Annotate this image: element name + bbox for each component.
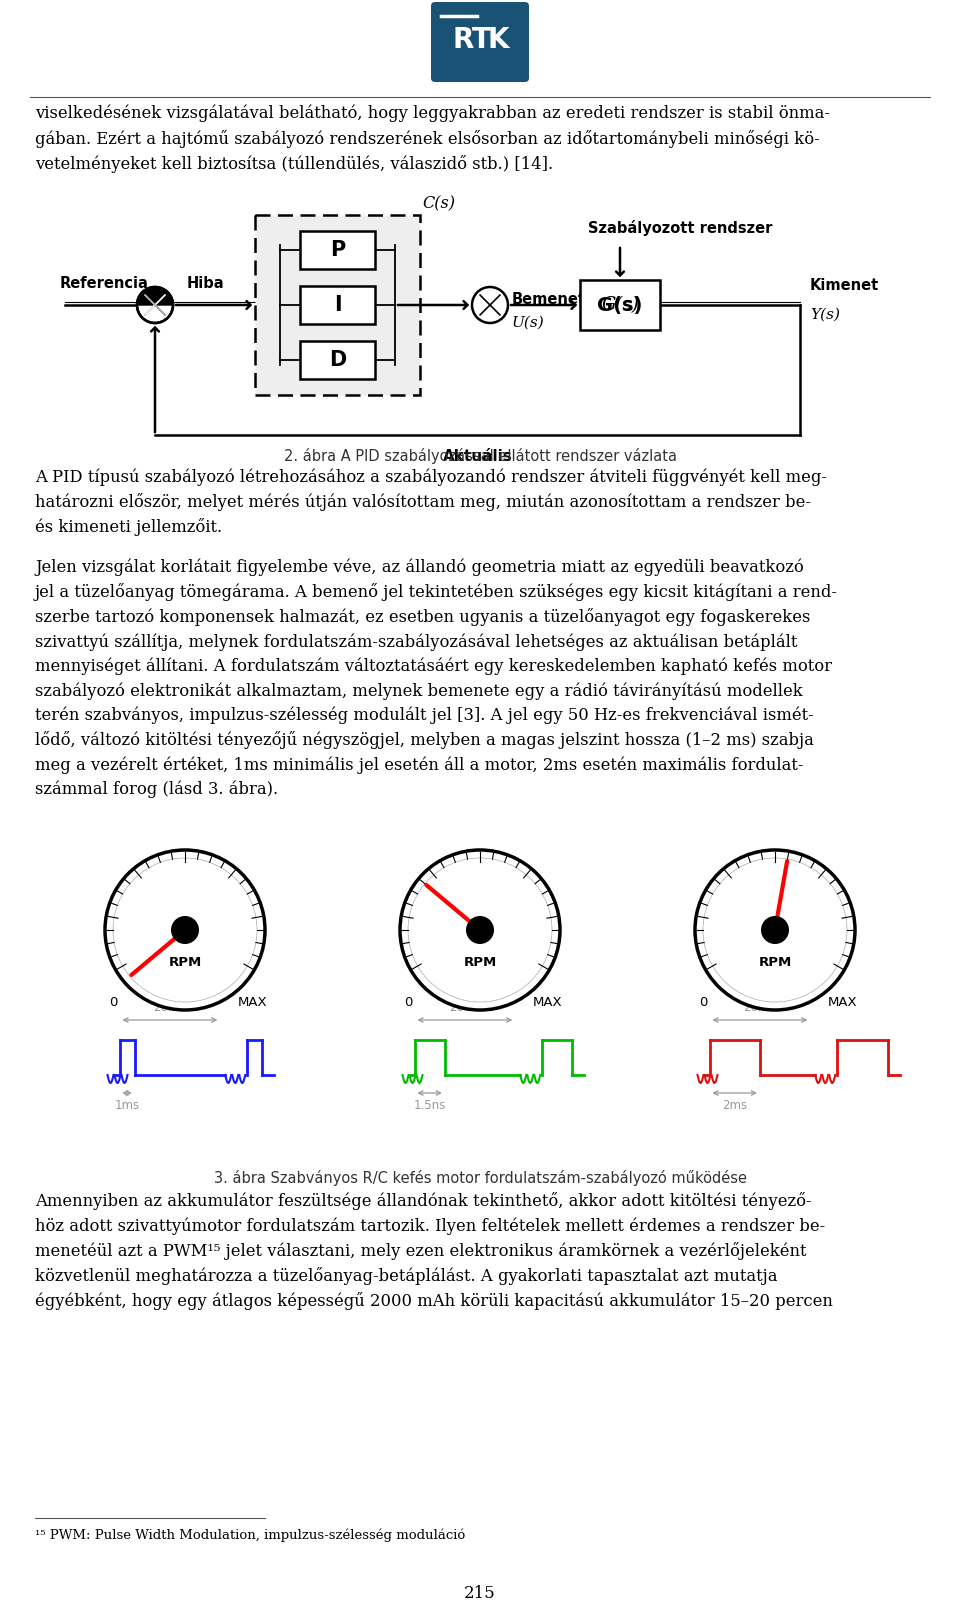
Text: Kimenet: Kimenet — [810, 278, 879, 292]
Text: K: K — [488, 26, 509, 53]
Text: MAX: MAX — [533, 996, 563, 1009]
Text: 215: 215 — [464, 1585, 496, 1603]
Text: 0: 0 — [108, 996, 117, 1009]
Text: 0: 0 — [404, 996, 412, 1009]
Circle shape — [408, 859, 552, 1002]
Text: RPM: RPM — [758, 955, 792, 968]
Text: C(s): C(s) — [422, 195, 455, 211]
Text: MAX: MAX — [238, 996, 268, 1009]
Text: U(s): U(s) — [512, 316, 544, 329]
Text: Hiba: Hiba — [186, 276, 224, 291]
Text: RPM: RPM — [168, 955, 202, 968]
Circle shape — [171, 917, 199, 944]
FancyBboxPatch shape — [255, 215, 420, 395]
FancyBboxPatch shape — [300, 231, 375, 270]
Text: Bemenet: Bemenet — [512, 292, 586, 308]
Text: Aktuális: Aktuális — [443, 449, 513, 463]
Text: 2. ábra A PID szabályozással ellátott rendszer vázlata: 2. ábra A PID szabályozással ellátott re… — [283, 449, 677, 463]
Text: 20ms: 20ms — [154, 1001, 186, 1014]
Circle shape — [105, 851, 265, 1010]
Text: G(s): G(s) — [597, 295, 642, 315]
Circle shape — [703, 859, 847, 1002]
Text: A PID típusú szabályozó létrehozásához a szabályozandó rendszer átviteli függvén: A PID típusú szabályozó létrehozásához a… — [35, 468, 827, 536]
Text: Szabályozott rendszer: Szabályozott rendszer — [588, 220, 772, 236]
Text: D: D — [329, 350, 347, 370]
Circle shape — [761, 917, 789, 944]
Wedge shape — [137, 287, 173, 305]
Text: 1ms: 1ms — [114, 1099, 139, 1112]
Text: Referencia: Referencia — [60, 276, 149, 291]
Text: T: T — [471, 26, 491, 53]
Text: 20ms: 20ms — [448, 1001, 481, 1014]
Circle shape — [400, 851, 560, 1010]
Text: Jelen vizsgálat korlátait figyelembe véve, az állandó geometria miatt az egyedül: Jelen vizsgálat korlátait figyelembe vév… — [35, 558, 838, 799]
Text: MAX: MAX — [828, 996, 858, 1009]
Text: R: R — [452, 26, 473, 53]
Text: viselkedésének vizsgálatával belátható, hogy leggyakrabban az eredeti rendszer i: viselkedésének vizsgálatával belátható, … — [35, 105, 830, 173]
Text: 0: 0 — [699, 996, 708, 1009]
Text: 20ms: 20ms — [744, 1001, 776, 1014]
Text: 3. ábra Szabványos R/C kefés motor fordulatszám-szabályozó működése: 3. ábra Szabványos R/C kefés motor fordu… — [213, 1170, 747, 1186]
Circle shape — [113, 859, 257, 1002]
Circle shape — [695, 851, 855, 1010]
Circle shape — [137, 287, 173, 323]
Text: 2ms: 2ms — [722, 1099, 747, 1112]
Text: Amennyiben az akkumulátor feszültsége állandónak tekinthető, akkor adott kitölté: Amennyiben az akkumulátor feszültsége ál… — [35, 1193, 833, 1311]
Text: I: I — [334, 295, 342, 315]
Text: G(s): G(s) — [601, 295, 638, 315]
Text: RPM: RPM — [464, 955, 496, 968]
FancyBboxPatch shape — [300, 341, 375, 379]
Circle shape — [466, 917, 494, 944]
FancyBboxPatch shape — [300, 286, 375, 324]
FancyBboxPatch shape — [431, 2, 529, 82]
Text: P: P — [330, 240, 346, 260]
Circle shape — [472, 287, 508, 323]
Text: 1.5ns: 1.5ns — [414, 1099, 445, 1112]
Text: Y(s): Y(s) — [810, 308, 840, 323]
Text: ¹⁵ PWM: Pulse Width Modulation, impulzus-szélesség moduláció: ¹⁵ PWM: Pulse Width Modulation, impulzus… — [35, 1528, 466, 1541]
FancyBboxPatch shape — [580, 279, 660, 329]
